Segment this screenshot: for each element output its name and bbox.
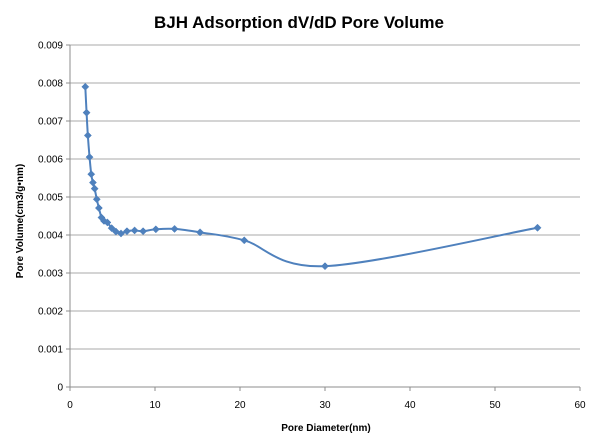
data-point: [94, 204, 103, 212]
data-point: [139, 227, 148, 236]
data-point: [170, 224, 179, 233]
y-tick-label: 0.008: [38, 79, 63, 90]
x-axis-label: Pore Diameter(nm): [281, 423, 370, 434]
data-point: [85, 153, 94, 162]
data-point: [92, 195, 101, 204]
axes: [66, 44, 581, 391]
data-point: [107, 224, 116, 233]
data-point: [87, 170, 96, 179]
y-tick-label: 0.007: [38, 117, 63, 128]
gridlines: [70, 44, 580, 350]
series: [81, 82, 542, 271]
y-tick-label: 0: [57, 383, 63, 394]
x-tick-label: 10: [149, 400, 161, 411]
data-point: [196, 228, 205, 237]
y-tick-label: 0.005: [38, 193, 63, 204]
data-point: [533, 223, 542, 232]
data-point: [88, 178, 97, 187]
data-point: [122, 227, 131, 236]
x-tick-label: 0: [67, 400, 73, 411]
y-tick-label: 0.003: [38, 269, 63, 280]
y-tick-label: 0.002: [38, 307, 63, 318]
chart-title: BJH Adsorption dV/dD Pore Volume: [154, 13, 444, 32]
y-tick-label: 0.001: [38, 345, 63, 356]
data-point: [103, 218, 112, 227]
data-point: [81, 82, 90, 91]
data-point: [151, 225, 160, 234]
data-point: [321, 262, 329, 271]
y-tick-label: 0.006: [38, 155, 63, 166]
y-tick-label: 0.004: [38, 231, 63, 242]
x-tick-label: 50: [489, 400, 501, 411]
y-tick-label: 0.009: [38, 41, 63, 52]
series-line: [84, 86, 538, 268]
x-tick-label: 30: [319, 400, 331, 411]
x-tick-label: 40: [404, 400, 416, 411]
data-point: [82, 108, 91, 117]
y-axis-label: Pore Volume(cm3/g•nm): [15, 164, 26, 278]
x-tick-label: 60: [574, 400, 586, 411]
data-point: [130, 226, 139, 235]
tick-labels: 0 0.001 0.002 0.003 0.004 0.005 0.006 0.007 0.00…: [38, 41, 586, 412]
data-point: [240, 236, 249, 245]
data-point: [90, 184, 99, 193]
x-tick-label: 20: [234, 400, 246, 411]
data-point: [83, 131, 92, 140]
data-point: [117, 229, 125, 238]
